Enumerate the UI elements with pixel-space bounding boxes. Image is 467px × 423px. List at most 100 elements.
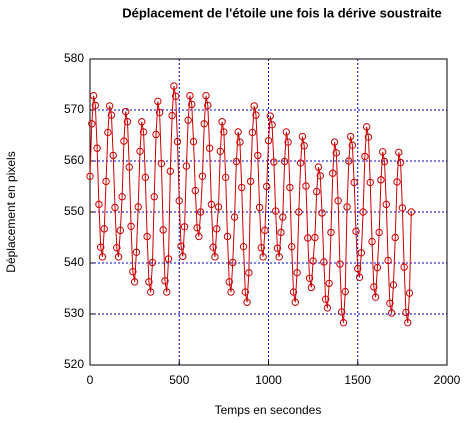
- data-point: [111, 203, 119, 212]
- y-tick-label: 520: [64, 357, 84, 371]
- x-tick-label: 0: [87, 373, 94, 387]
- data-point: [293, 268, 301, 277]
- data-point: [150, 193, 158, 201]
- data-point: [130, 278, 139, 286]
- data-point: [159, 226, 167, 234]
- data-point: [195, 232, 203, 241]
- data-point: [146, 288, 155, 296]
- data-point: [357, 249, 366, 257]
- data-point: [154, 97, 162, 106]
- data-point: [250, 102, 258, 110]
- data-point: [122, 107, 130, 116]
- data-point: [320, 258, 328, 266]
- data-point: [193, 224, 201, 232]
- data-point: [400, 263, 408, 271]
- data-point: [129, 267, 137, 276]
- data-line: [89, 85, 412, 323]
- data-point: [259, 253, 267, 261]
- data-point: [330, 138, 339, 146]
- data-point: [221, 173, 230, 182]
- data-point: [279, 213, 287, 221]
- data-point: [346, 132, 355, 141]
- x-tick-label: 1000: [255, 373, 282, 387]
- data-point: [120, 137, 128, 145]
- data-point: [295, 208, 303, 216]
- data-point: [288, 242, 296, 251]
- data-point: [113, 244, 121, 252]
- data-point: [125, 163, 133, 171]
- data-point: [157, 159, 166, 168]
- data-point: [225, 278, 233, 286]
- data-point: [395, 148, 403, 157]
- data-point: [241, 288, 249, 296]
- data-point: [132, 248, 141, 256]
- data-point: [289, 288, 298, 296]
- data-point: [273, 244, 282, 252]
- data-point: [118, 193, 126, 201]
- data-point: [314, 163, 323, 171]
- data-point: [196, 208, 205, 216]
- data-point: [200, 120, 208, 128]
- data-point: [234, 128, 242, 136]
- chart-title: Déplacement de l'étoile une fois la déri…: [122, 5, 442, 20]
- data-point: [332, 149, 341, 157]
- data-point: [373, 263, 382, 272]
- data-point: [291, 298, 299, 306]
- data-point: [325, 279, 333, 288]
- data-point: [91, 101, 100, 110]
- data-point: [116, 226, 125, 235]
- data-point: [343, 203, 351, 211]
- data-point: [359, 208, 367, 216]
- data-point: [304, 234, 312, 242]
- data-point: [220, 128, 228, 136]
- x-tick-label: 500: [169, 373, 189, 387]
- data-point: [261, 226, 269, 235]
- y-tick-label: 560: [64, 153, 84, 167]
- data-point: [270, 158, 278, 166]
- data-point: [139, 128, 148, 136]
- data-point: [318, 209, 326, 217]
- data-point: [329, 169, 337, 177]
- data-point: [379, 148, 387, 156]
- data-point: [205, 144, 214, 152]
- data-point: [202, 92, 210, 100]
- data-point: [264, 136, 273, 145]
- data-point: [191, 186, 200, 195]
- data-point: [180, 223, 189, 231]
- data-point: [321, 295, 330, 303]
- data-point: [266, 112, 274, 120]
- data-point: [348, 141, 357, 149]
- data-point: [207, 200, 216, 209]
- data-point: [166, 167, 175, 175]
- x-axis-label: Temps en secondes: [215, 403, 322, 417]
- data-point: [179, 252, 187, 261]
- data-point: [345, 157, 353, 165]
- data-point: [138, 118, 146, 126]
- data-point: [107, 111, 116, 119]
- data-point: [97, 243, 105, 251]
- data-point: [143, 232, 151, 241]
- data-point: [354, 264, 362, 273]
- data-point: [104, 128, 112, 137]
- data-point: [152, 130, 160, 139]
- plot-frame: [89, 58, 448, 366]
- data-point: [286, 183, 294, 192]
- data-point: [164, 255, 173, 263]
- data-point: [384, 256, 392, 265]
- data-point: [309, 257, 317, 265]
- data-point: [398, 204, 407, 212]
- data-point: [188, 100, 196, 109]
- data-point: [243, 298, 251, 306]
- data-point: [93, 144, 101, 152]
- data-point: [145, 278, 153, 286]
- data-point: [268, 121, 276, 129]
- data-point: [361, 152, 369, 161]
- data-point: [173, 137, 182, 146]
- data-point: [404, 318, 412, 327]
- data-point: [391, 233, 399, 242]
- data-point: [136, 147, 144, 156]
- data-point: [334, 197, 342, 205]
- x-tick-label: 2000: [434, 373, 461, 387]
- data-point: [239, 242, 248, 251]
- data-point: [375, 228, 383, 237]
